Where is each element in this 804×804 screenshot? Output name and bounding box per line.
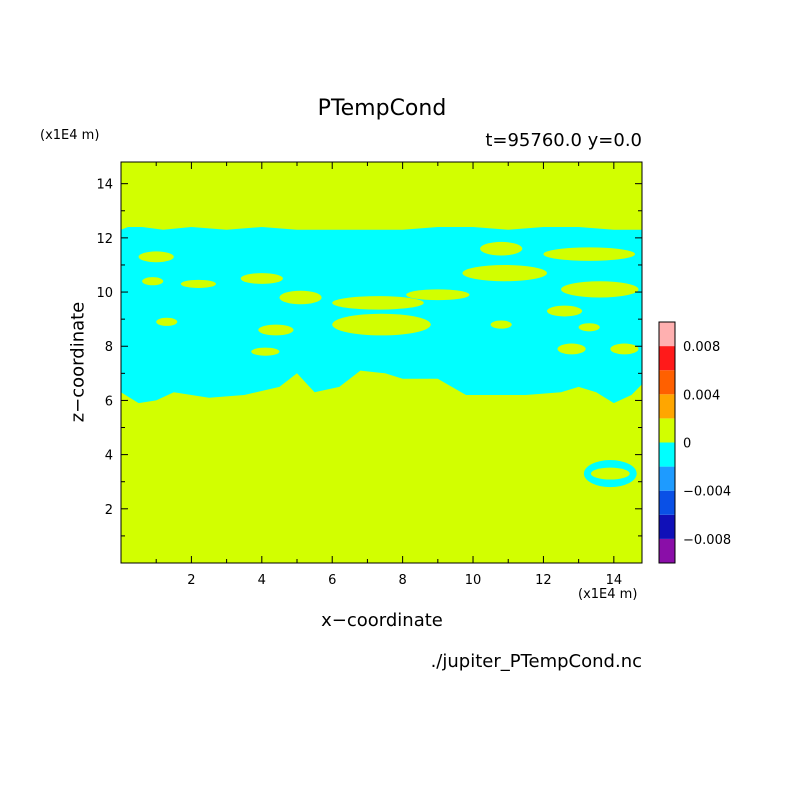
colorbar-segment [659,346,675,371]
colorbar-tick-label: 0.008 [683,340,720,355]
y-tick-label: 8 [105,340,113,355]
positive-island [406,289,470,301]
positive-island [142,277,164,286]
x-tick-label: 4 [258,573,266,588]
x-tick-label: 14 [606,573,623,588]
positive-island [543,247,635,261]
colorbar-segment [659,538,675,563]
positive-island [536,219,572,227]
positive-island [156,317,178,326]
positive-island [138,251,174,263]
colorbar-segment [659,514,675,539]
x-axis-label: x−coordinate [321,610,443,631]
positive-island [578,323,600,332]
positive-island [490,320,512,329]
colorbar-segment [659,442,675,467]
plot-area [121,162,642,563]
y-axis-unit: (x1E4 m) [40,128,100,143]
positive-island [180,279,217,288]
positive-island [462,264,547,282]
x-tick-label: 12 [535,573,552,588]
positive-island [332,296,424,310]
positive-island [606,221,635,228]
positive-island [135,219,164,227]
x-tick-label: 2 [187,573,195,588]
positive-island [332,313,431,336]
positive-island [546,305,583,317]
positive-island [258,324,294,336]
positive-island [480,241,523,256]
colorbar-tick-label: −0.004 [683,485,731,500]
y-tick-label: 12 [96,232,113,247]
chart-title: PTempCond [317,96,447,121]
positive-island [240,273,283,284]
colorbar-segment [659,418,675,443]
y-tick-label: 2 [105,503,113,518]
colorbar-tick-label: −0.008 [683,533,731,548]
x-tick-label: 8 [398,573,406,588]
colorbar-segment [659,394,675,419]
plot-frame [120,161,643,564]
positive-island [223,221,259,228]
y-tick-label: 6 [105,394,113,409]
x-tick-label: 6 [328,573,336,588]
positive-island [610,343,639,355]
colorbar-tick-label: 0 [683,437,691,452]
colorbar-frame [658,321,676,564]
chart-subtitle: t=95760.0 y=0.0 [485,130,642,151]
colorbar-tick-label: 0.004 [683,388,720,403]
plot-axes: 2 4 6 8 10 12 14 2 4 6 8 10 12 14 [96,161,643,588]
y-tick-label: 4 [105,449,113,464]
positive-island [251,347,280,356]
colorbar-segment [659,370,675,395]
source-file-label: ./jupiter_PTempCond.nc [430,651,642,672]
x-axis-unit: (x1E4 m) [578,587,638,602]
y-tick-label: 10 [96,286,113,301]
negative-ring-center [590,467,630,480]
positive-island [279,290,322,305]
colorbar-segment [659,466,675,491]
colorbar: −0.008 −0.004 0 0.004 0.008 [658,321,731,564]
y-tick-label: 14 [96,178,113,193]
x-tick-label: 10 [465,573,482,588]
colorbar-segment [659,490,675,515]
positive-island [561,281,639,298]
positive-island [332,221,375,228]
positive-island [557,343,586,355]
positive-island [476,217,519,226]
colorbar-segment [659,322,675,347]
